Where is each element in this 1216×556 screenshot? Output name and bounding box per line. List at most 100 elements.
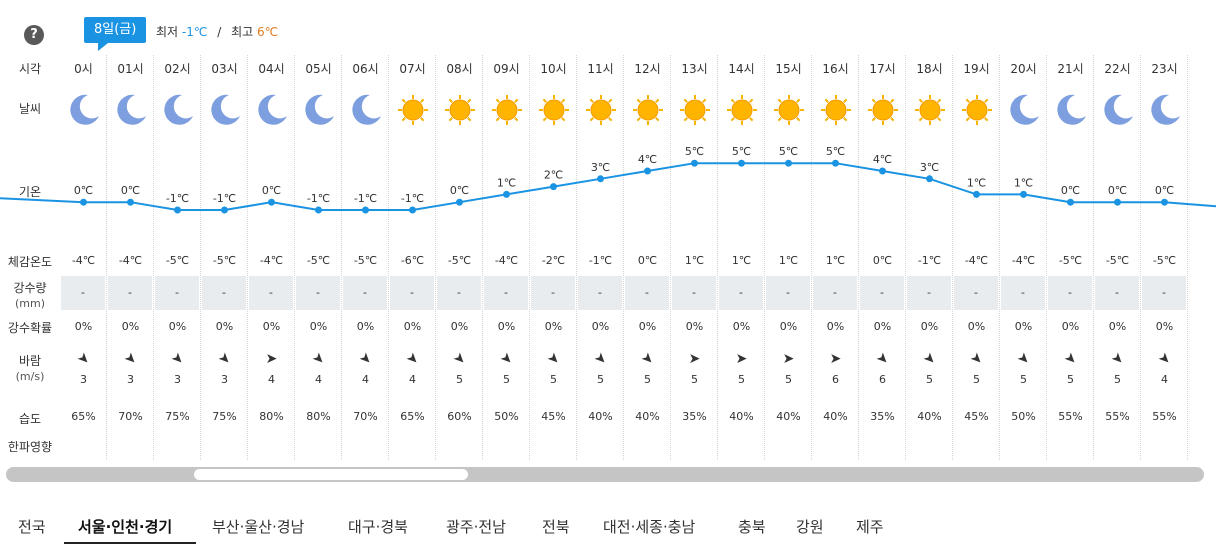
hour-column: 04시 -4℃ -0% ➤ 4 80% (248, 55, 295, 460)
rain-probability: 0% (215, 320, 234, 333)
humidity: 80% (259, 410, 284, 423)
temperature-point (597, 175, 604, 183)
temperature-point (80, 198, 87, 206)
hour-label: 21시 (1057, 62, 1084, 76)
wind-cell: ➤ 5 (1094, 349, 1141, 391)
column-divider (106, 55, 107, 460)
region-tab[interactable]: 서울·인천·경기 (78, 518, 173, 536)
hour-column: 23시 -5℃ - 0% ➤ 4 55% (1141, 55, 1188, 460)
rain-probability: 0% (544, 320, 563, 333)
feel-temp: 1℃ (778, 254, 799, 267)
region-tabs: 전국 서울·인천·경기 부산·울산·경남 대구·경북 광주·전남 전북 대전·세종·충남 충북… (0, 508, 1216, 548)
rain-probability: 0% (74, 320, 93, 333)
wind-cell: ➤ 5 (765, 351, 812, 391)
wind-direction-icon: ➤ (688, 351, 701, 367)
temperature-label: 4℃ (638, 153, 657, 166)
humidity: 75% (212, 410, 237, 423)
feel-temp: -5℃ (1105, 254, 1130, 267)
temperature-point (691, 159, 698, 167)
temperature-label: 0℃ (121, 184, 140, 197)
wind-speed: 5 (1114, 373, 1121, 386)
row-label-hour: 시각 (18, 62, 42, 76)
hour-label: 05시 (305, 62, 332, 76)
hour-column: 22시 -5℃ - 0% ➤ 5 55% (1094, 55, 1141, 460)
temperature-point (174, 206, 181, 214)
region-tab[interactable]: 대전·세종·충남 (603, 518, 696, 536)
max-value: 6℃ (257, 25, 279, 39)
feel-temp: -5℃ (1152, 254, 1177, 267)
temperature-label: 3℃ (920, 161, 939, 174)
moon-icon (60, 92, 107, 128)
temperature-label: 5℃ (826, 145, 845, 158)
humidity: 40% (917, 410, 942, 423)
region-tab[interactable]: 제주 (856, 518, 884, 536)
region-tab[interactable]: 광주·전남 (446, 518, 506, 536)
column-divider (435, 55, 436, 460)
wind-cell: ➤ 5 (718, 351, 765, 391)
feel-temp: -4℃ (71, 254, 96, 267)
wind-direction-icon: ➤ (782, 351, 795, 367)
temperature-point (1114, 198, 1121, 206)
hour-column: 16시 1℃ -0% ➤ 6 40% (812, 55, 859, 460)
column-divider (1140, 55, 1141, 460)
column-divider (341, 55, 342, 460)
feel-temp: 0℃ (872, 254, 893, 267)
hour-column: 14시 1℃ -0% ➤ 5 40% (718, 55, 765, 460)
temperature-label: 1℃ (1014, 176, 1033, 189)
sun-icon (436, 92, 483, 128)
help-icon[interactable]: ? (24, 25, 44, 45)
hour-label: 16시 (822, 62, 849, 76)
temperature-label: -1℃ (166, 192, 189, 205)
feel-temp: -1℃ (588, 254, 613, 267)
hour-column: 18시 -1℃ - 0% ➤ 5 40% (906, 55, 953, 460)
humidity: 70% (118, 410, 143, 423)
region-tab[interactable]: 부산·울산·경남 (212, 518, 305, 536)
sun-icon (389, 92, 436, 128)
hour-label: 14시 (728, 62, 755, 76)
rain-amount: - (625, 276, 669, 310)
region-tab[interactable]: 전북 (542, 518, 570, 536)
rain-amount: - (766, 276, 810, 310)
region-tab[interactable]: 대구·경북 (348, 518, 408, 536)
date-badge: 8일(금) (84, 17, 147, 51)
scrollbar-thumb[interactable] (194, 469, 468, 480)
feel-temp: 0℃ (637, 254, 658, 267)
wind-label: 바람 (18, 354, 42, 368)
temperature-point (644, 167, 651, 175)
moon-icon (1094, 92, 1141, 128)
hour-column: 09시 -4℃ - 0% ➤ 5 50% (483, 55, 530, 460)
hour-column: 13시 1℃ -0% ➤ 5 35% (671, 55, 718, 460)
rain-amount: - (672, 276, 716, 310)
humidity: 65% (400, 410, 425, 423)
wind-speed: 4 (362, 373, 369, 386)
region-tab[interactable]: 충북 (738, 518, 766, 536)
wind-speed: 6 (879, 373, 886, 386)
column-divider (1093, 55, 1094, 460)
region-tab[interactable]: 강원 (796, 518, 824, 536)
horizontal-scrollbar[interactable] (6, 467, 1204, 482)
hour-label: 18시 (916, 62, 943, 76)
rain-probability: 0% (497, 320, 516, 333)
feel-temp: -4℃ (118, 254, 143, 267)
hour-column: 17시 0℃ - 0% ➤ 6 35% (859, 55, 906, 460)
rain-probability: 0% (685, 320, 704, 333)
column-divider (858, 55, 859, 460)
rain-probability: 0% (732, 320, 751, 333)
sun-icon (624, 92, 671, 128)
wind-cell: ➤ 5 (1047, 349, 1094, 391)
rain-amount: - (155, 276, 199, 310)
wind-speed: 3 (127, 373, 134, 386)
rain-amount: - (202, 276, 246, 310)
rain-probability: 0% (262, 320, 281, 333)
feel-temp: -2℃ (541, 254, 566, 267)
sun-icon (812, 92, 859, 128)
wind-speed: 5 (550, 373, 557, 386)
temperature-label: 1℃ (497, 176, 516, 189)
rain-amount: - (108, 276, 152, 310)
region-tab[interactable]: 전국 (18, 518, 46, 536)
max-label: 최고 (231, 25, 254, 39)
humidity: 80% (306, 410, 331, 423)
sun-icon (906, 92, 953, 128)
rain-amount: - (813, 276, 857, 310)
column-divider (905, 55, 906, 460)
